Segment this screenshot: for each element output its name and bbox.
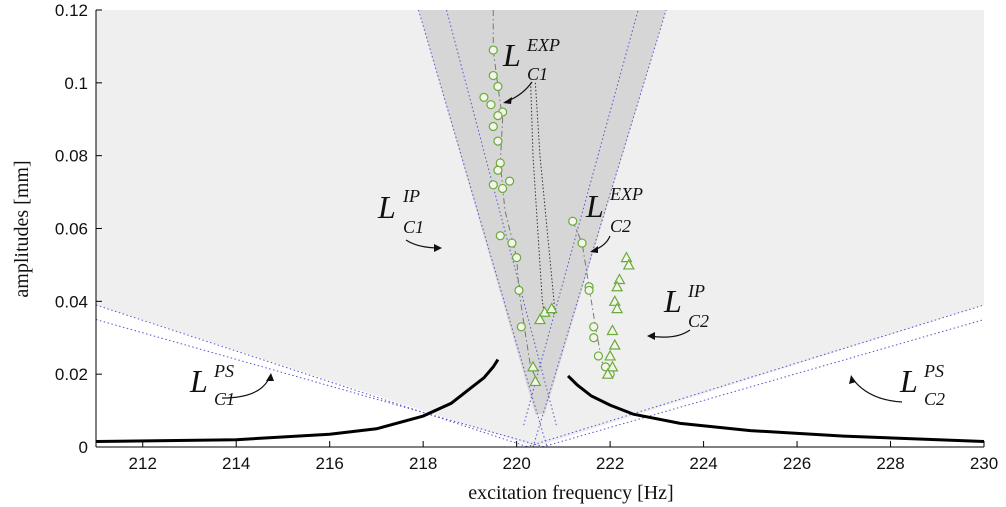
circle-marker-13 — [488, 180, 498, 190]
svg-text:C1: C1 — [527, 64, 548, 84]
y-tick-label: 0.08 — [55, 147, 88, 166]
ip-region — [418, 10, 667, 415]
triangle-marker-15 — [601, 367, 614, 379]
circle-marker-10 — [493, 165, 503, 175]
x-tick-label: 222 — [596, 454, 624, 473]
y-tick-label: 0.12 — [55, 1, 88, 20]
arrowhead-lc1-exp — [503, 97, 512, 104]
triangle-marker-3 — [545, 302, 558, 314]
triangle-marker-14 — [606, 360, 619, 372]
svg-text:C2: C2 — [610, 216, 631, 236]
circle-marker-25 — [593, 351, 604, 361]
arrowhead-lc2-exp — [590, 246, 598, 253]
x-tick-label: 212 — [129, 454, 157, 473]
x-tick-label: 218 — [409, 454, 437, 473]
response-curve-left — [96, 358, 500, 444]
svg-text:EXP: EXP — [609, 184, 643, 204]
circle-marker-0 — [488, 45, 498, 55]
svg-text:L: L — [663, 283, 682, 319]
svg-text:L: L — [377, 189, 396, 225]
triangle-marker-0 — [526, 360, 540, 372]
circle-marker-22 — [584, 285, 594, 296]
triangle-marker-8 — [611, 280, 624, 292]
circle-marker-6 — [493, 111, 503, 121]
annotation-lc2-exp: L EXP C2 — [585, 184, 643, 236]
triangle-marker-12 — [608, 338, 621, 350]
y-tick-label: 0.04 — [55, 292, 88, 311]
circle-marker-20 — [577, 238, 587, 248]
triangle-marker-11 — [606, 324, 619, 336]
y-tick-label: 0.02 — [55, 365, 88, 384]
svg-text:IP: IP — [402, 186, 420, 206]
circle-marker-2 — [479, 92, 489, 103]
svg-text:L: L — [502, 37, 521, 73]
x-tick-label: 228 — [876, 454, 904, 473]
circle-marker-7 — [488, 121, 498, 132]
circle-marker-15 — [507, 238, 517, 248]
circle-marker-3 — [486, 100, 496, 110]
y-axis-label: amplitudes [mm] — [11, 160, 33, 297]
circle-marker-8 — [493, 136, 503, 146]
x-tick-label: 226 — [783, 454, 811, 473]
circle-marker-12 — [505, 176, 515, 186]
circle-marker-17 — [514, 285, 524, 296]
x-tick-label: 214 — [222, 454, 250, 473]
boundary-line-0 — [96, 319, 545, 447]
boundary-line-3 — [542, 319, 984, 447]
svg-text:C1: C1 — [214, 389, 235, 409]
svg-text:L: L — [585, 188, 604, 224]
svg-text:PS: PS — [213, 361, 234, 381]
plot-area: 212 214 216 218 220 222 224 226 228 230 0 0.02 0.04 0… — [55, 1, 998, 473]
annotation-lc2-ip: L IP C2 — [663, 281, 709, 331]
x-tick-label: 216 — [315, 454, 343, 473]
arrowhead-lc2-ps — [849, 375, 856, 384]
response-curve-right — [566, 374, 984, 444]
circle-marker-16 — [512, 253, 522, 263]
svg-text:L: L — [899, 363, 918, 399]
exp-guide-c1 — [492, 10, 539, 382]
arrowhead-lc1-ps — [266, 373, 274, 381]
circle-marker-1 — [488, 70, 498, 81]
triangle-marker-6 — [622, 258, 635, 270]
arrowhead-lc1-ip — [434, 244, 442, 252]
circle-marker-11 — [498, 183, 508, 194]
circle-marker-23 — [589, 322, 599, 332]
circle-marker-14 — [495, 231, 505, 241]
annotation-lc1-ps: L PS C1 — [189, 361, 235, 409]
annotation-lc1-ip: L IP C1 — [377, 186, 424, 237]
dotted-curve-1 — [534, 82, 555, 316]
circle-marker-18 — [516, 322, 526, 332]
plot-content — [96, 10, 984, 447]
y-tick-label: 0.06 — [55, 220, 88, 239]
triangle-marker-4 — [533, 313, 547, 325]
svg-text:EXP: EXP — [526, 35, 560, 55]
circle-marker-24 — [589, 333, 599, 343]
x-axis-label: excitation frequency [Hz] — [468, 482, 673, 504]
arrowhead-lc2-ip — [647, 332, 655, 340]
svg-text:C1: C1 — [403, 217, 424, 237]
triangle-marker-13 — [604, 349, 617, 361]
x-tick-label: 230 — [970, 454, 998, 473]
circle-marker-4 — [493, 81, 503, 92]
svg-text:C2: C2 — [924, 389, 945, 409]
svg-text:PS: PS — [923, 361, 944, 381]
svg-text:C2: C2 — [688, 311, 709, 331]
annotation-lc1-exp: L EXP C1 — [502, 35, 560, 84]
y-tick-label: 0 — [79, 438, 88, 457]
triangle-marker-1 — [529, 375, 542, 387]
annotation-arrowheads — [266, 97, 856, 384]
annotation-lc2-ps: L PS C2 — [899, 361, 945, 409]
x-tick-label: 220 — [502, 454, 530, 473]
arrow-lc2-ps — [851, 377, 903, 403]
y-tick-label: 0.1 — [64, 74, 88, 93]
circle-marker-19 — [568, 216, 578, 226]
svg-text:L: L — [189, 363, 208, 399]
x-tick-label: 224 — [689, 454, 717, 473]
svg-text:IP: IP — [687, 281, 705, 301]
boundary-line-7 — [532, 10, 667, 447]
triangle-marker-10 — [611, 302, 624, 314]
